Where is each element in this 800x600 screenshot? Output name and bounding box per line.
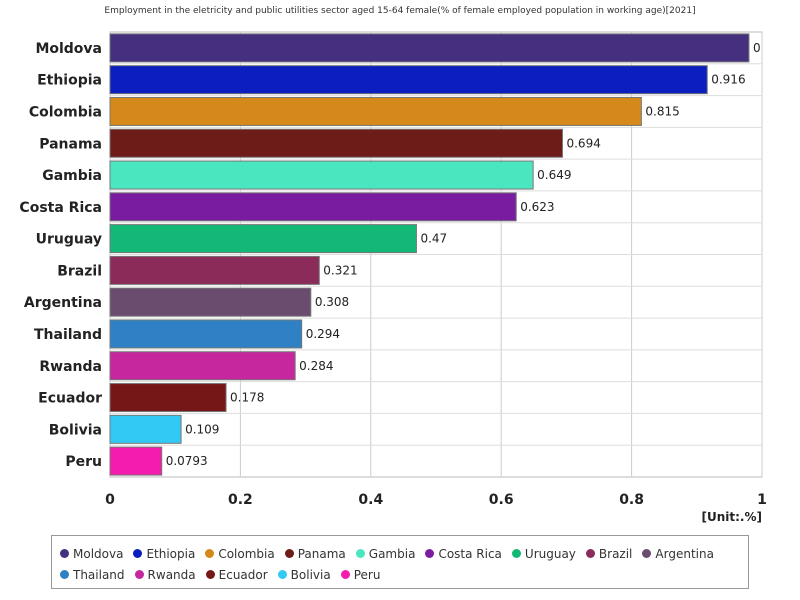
legend-label: Bolivia bbox=[290, 567, 331, 582]
x-tick-label: 0.2 bbox=[228, 492, 253, 508]
legend-item: Bolivia bbox=[277, 564, 331, 585]
legend-label: Gambia bbox=[368, 546, 416, 561]
legend-label: Thailand bbox=[73, 567, 125, 582]
legend: Moldova Ethiopia Colombia Panama Gambia Costa… bbox=[51, 535, 749, 589]
data-label: 0.815 bbox=[645, 104, 679, 118]
data-label: 0.623 bbox=[520, 200, 554, 214]
legend-item: Argentina bbox=[642, 543, 714, 564]
legend-label: Argentina bbox=[655, 546, 714, 561]
data-label: 0 bbox=[753, 41, 761, 55]
category-label: Argentina bbox=[24, 295, 102, 311]
legend-item: Ethiopia bbox=[133, 543, 195, 564]
legend-label: Panama bbox=[297, 546, 346, 561]
category-label: Brazil bbox=[57, 263, 102, 279]
bar bbox=[109, 383, 227, 413]
legend-marker-icon bbox=[60, 570, 69, 579]
legend-item: Uruguay bbox=[511, 543, 576, 564]
bar bbox=[109, 287, 312, 317]
legend-marker-icon bbox=[585, 549, 595, 558]
legend-label: Ethiopia bbox=[146, 546, 196, 561]
data-label: 0.321 bbox=[323, 263, 357, 277]
chart-title: Employment in the eletricity and public … bbox=[104, 6, 696, 16]
legend-marker-icon bbox=[284, 549, 294, 558]
data-label: 0.0793 bbox=[166, 454, 208, 468]
bar bbox=[109, 319, 303, 349]
bar bbox=[109, 160, 534, 190]
category-label: Peru bbox=[65, 454, 102, 470]
x-tick-label: 0.8 bbox=[619, 492, 644, 508]
bar bbox=[109, 446, 163, 476]
unit-label: [Unit:.%] bbox=[701, 510, 763, 524]
legend-item: Panama bbox=[284, 543, 346, 564]
legend-marker-icon bbox=[277, 570, 287, 579]
legend-marker-icon bbox=[340, 570, 350, 579]
data-label: 0.649 bbox=[537, 168, 571, 182]
legend-marker-icon bbox=[133, 549, 143, 558]
legend-label: Costa Rica bbox=[438, 546, 502, 561]
data-label: 0.694 bbox=[566, 136, 600, 150]
legend-marker-icon bbox=[134, 570, 144, 579]
category-label: Costa Rica bbox=[19, 200, 102, 216]
legend-item: Gambia bbox=[355, 543, 416, 564]
x-tick-label: 0 bbox=[105, 492, 115, 508]
data-label: 0.47 bbox=[420, 232, 447, 246]
legend-label: Ecuador bbox=[218, 567, 268, 582]
bar bbox=[109, 96, 642, 126]
category-label: Thailand bbox=[34, 327, 102, 343]
category-label: Bolivia bbox=[49, 422, 102, 438]
bar bbox=[109, 192, 517, 222]
category-label: Moldova bbox=[35, 41, 102, 57]
legend-label: Colombia bbox=[218, 546, 275, 561]
legend-item: Ecuador bbox=[205, 564, 268, 585]
legend-item: Rwanda bbox=[134, 564, 196, 585]
legend-item: Peru bbox=[340, 564, 381, 585]
legend-label: Rwanda bbox=[147, 567, 196, 582]
legend-marker-icon bbox=[355, 549, 365, 558]
x-tick-label: 0.4 bbox=[358, 492, 383, 508]
category-label: Gambia bbox=[42, 168, 102, 184]
data-label: 0.916 bbox=[711, 73, 745, 87]
bar bbox=[109, 128, 563, 158]
data-label: 0.284 bbox=[299, 359, 333, 373]
bar bbox=[109, 351, 296, 381]
legend-marker-icon bbox=[205, 570, 215, 579]
legend-item: Thailand bbox=[60, 564, 125, 585]
legend-item: Colombia bbox=[205, 543, 275, 564]
bar bbox=[109, 224, 417, 254]
legend-marker-icon bbox=[511, 549, 521, 558]
bar bbox=[109, 255, 320, 285]
category-label: Uruguay bbox=[36, 232, 102, 248]
legend-label: Uruguay bbox=[524, 546, 576, 561]
legend-item: Brazil bbox=[585, 543, 633, 564]
legend-marker-icon bbox=[60, 549, 69, 558]
data-label: 0.178 bbox=[230, 391, 264, 405]
legend-item: Costa Rica bbox=[425, 543, 502, 564]
data-label: 0.308 bbox=[315, 295, 349, 309]
legend-label: Peru bbox=[353, 567, 381, 582]
legend-label: Moldova bbox=[73, 546, 124, 561]
category-label: Panama bbox=[39, 136, 102, 152]
bar bbox=[109, 414, 182, 444]
x-tick-label: 0.6 bbox=[489, 492, 514, 508]
category-label: Ethiopia bbox=[37, 73, 102, 89]
category-label: Colombia bbox=[29, 104, 102, 120]
bar bbox=[109, 65, 708, 95]
legend-label: Brazil bbox=[598, 546, 633, 561]
category-label: Ecuador bbox=[38, 391, 102, 407]
category-label: Rwanda bbox=[39, 359, 102, 375]
data-label: 0.294 bbox=[306, 327, 340, 341]
bar bbox=[109, 33, 750, 63]
legend-marker-icon bbox=[205, 549, 215, 558]
legend-marker-icon bbox=[642, 549, 652, 558]
legend-item: Moldova bbox=[60, 543, 123, 564]
legend-marker-icon bbox=[425, 549, 435, 558]
data-label: 0.109 bbox=[185, 422, 219, 436]
x-tick-label: 1 bbox=[757, 492, 767, 508]
